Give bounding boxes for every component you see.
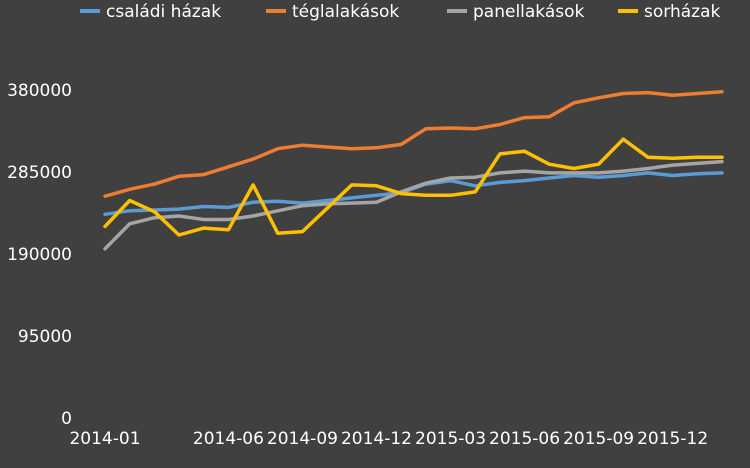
x-tick-label: 2014-09 xyxy=(267,429,338,449)
series-line-3 xyxy=(103,159,724,251)
x-tick-label: 2014-12 xyxy=(341,429,412,449)
x-axis: 2014-01 2014-06 2014-09 2014-12 2015-03 2015-… xyxy=(69,429,708,449)
y-tick-label: 285000 xyxy=(7,163,72,183)
legend: családi házak téglalakások panellakások sor… xyxy=(80,2,720,22)
y-tick-label: 0 xyxy=(61,409,72,429)
y-axis: 0 95000 190000 285000 380000 xyxy=(7,81,72,429)
x-tick-label: 2015-03 xyxy=(415,429,486,449)
legend-label-1: családi házak xyxy=(106,2,221,22)
x-tick-label: 2015-09 xyxy=(563,429,634,449)
y-tick-label: 95000 xyxy=(18,327,72,347)
y-tick-label: 190000 xyxy=(7,245,72,265)
series-line-4 xyxy=(103,137,724,237)
x-tick-label: 2014-01 xyxy=(69,429,140,449)
legend-label-3: panellakások xyxy=(473,2,585,22)
series-group xyxy=(103,89,724,251)
x-tick-label: 2014-06 xyxy=(193,429,264,449)
x-tick-label: 2015-06 xyxy=(489,429,560,449)
series-line-2 xyxy=(103,89,724,198)
x-tick-label: 2015-12 xyxy=(637,429,708,449)
y-tick-label: 380000 xyxy=(7,81,72,101)
legend-label-2: téglalakások xyxy=(292,2,399,22)
legend-label-4: sorházak xyxy=(644,2,720,22)
